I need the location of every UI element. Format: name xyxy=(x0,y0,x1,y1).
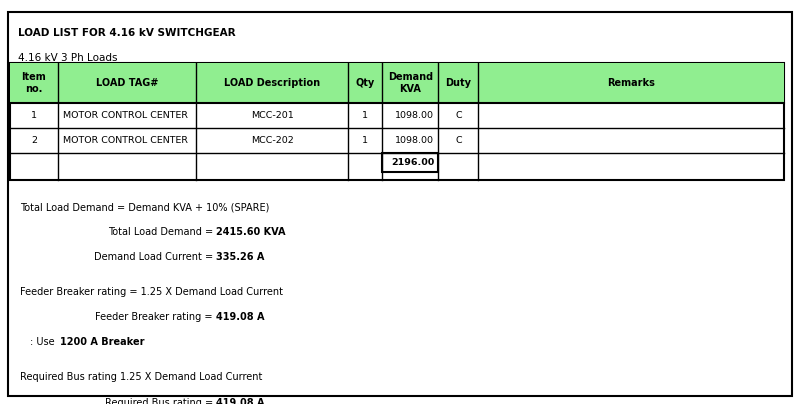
Text: MOTOR CONTROL CENTER: MOTOR CONTROL CENTER xyxy=(63,111,188,120)
Text: 419.08 A: 419.08 A xyxy=(216,312,265,322)
Text: 1: 1 xyxy=(31,111,37,120)
Text: MCC-202: MCC-202 xyxy=(250,136,294,145)
Text: Demand Load Current =: Demand Load Current = xyxy=(94,252,216,262)
Bar xyxy=(10,63,784,103)
Text: 4.16 kV 3 Ph Loads: 4.16 kV 3 Ph Loads xyxy=(18,53,117,63)
Text: Remarks: Remarks xyxy=(607,78,655,88)
Text: LOAD Description: LOAD Description xyxy=(224,78,320,88)
Text: Item
no.: Item no. xyxy=(22,72,46,94)
Text: MOTOR CONTROL CENTER: MOTOR CONTROL CENTER xyxy=(63,136,188,145)
Text: Qty: Qty xyxy=(355,78,375,88)
Text: MCC-201: MCC-201 xyxy=(250,111,294,120)
Bar xyxy=(382,153,438,172)
Text: LOAD LIST FOR 4.16 kV SWITCHGEAR: LOAD LIST FOR 4.16 kV SWITCHGEAR xyxy=(18,28,235,38)
Text: 2415.60 KVA: 2415.60 KVA xyxy=(216,227,286,237)
Text: : Use: : Use xyxy=(30,337,58,347)
Text: C: C xyxy=(455,136,462,145)
Text: 335.26 A: 335.26 A xyxy=(216,252,264,262)
Text: 1: 1 xyxy=(362,136,368,145)
Text: Demand
KVA: Demand KVA xyxy=(388,72,433,94)
Text: C: C xyxy=(455,111,462,120)
Text: 1200 A Breaker: 1200 A Breaker xyxy=(60,337,145,347)
Text: Total Load Demand =: Total Load Demand = xyxy=(108,227,216,237)
Text: 1: 1 xyxy=(362,111,368,120)
Text: 2: 2 xyxy=(31,136,37,145)
Text: 1098.00: 1098.00 xyxy=(395,136,434,145)
Text: Total Load Demand = Demand KVA + 10% (SPARE): Total Load Demand = Demand KVA + 10% (SP… xyxy=(20,202,270,212)
Text: 2196.00: 2196.00 xyxy=(391,158,434,167)
Text: Feeder Breaker rating =: Feeder Breaker rating = xyxy=(95,312,216,322)
Text: LOAD TAG#: LOAD TAG# xyxy=(96,78,158,88)
Text: Feeder Breaker rating = 1.25 X Demand Load Current: Feeder Breaker rating = 1.25 X Demand Lo… xyxy=(20,287,283,297)
Text: Required Bus rating =: Required Bus rating = xyxy=(105,398,216,404)
Text: 1098.00: 1098.00 xyxy=(395,111,434,120)
Text: Required Bus rating 1.25 X Demand Load Current: Required Bus rating 1.25 X Demand Load C… xyxy=(20,372,262,383)
Text: 419.08 A: 419.08 A xyxy=(216,398,265,404)
Bar xyxy=(10,63,784,180)
Text: Duty: Duty xyxy=(446,78,471,88)
